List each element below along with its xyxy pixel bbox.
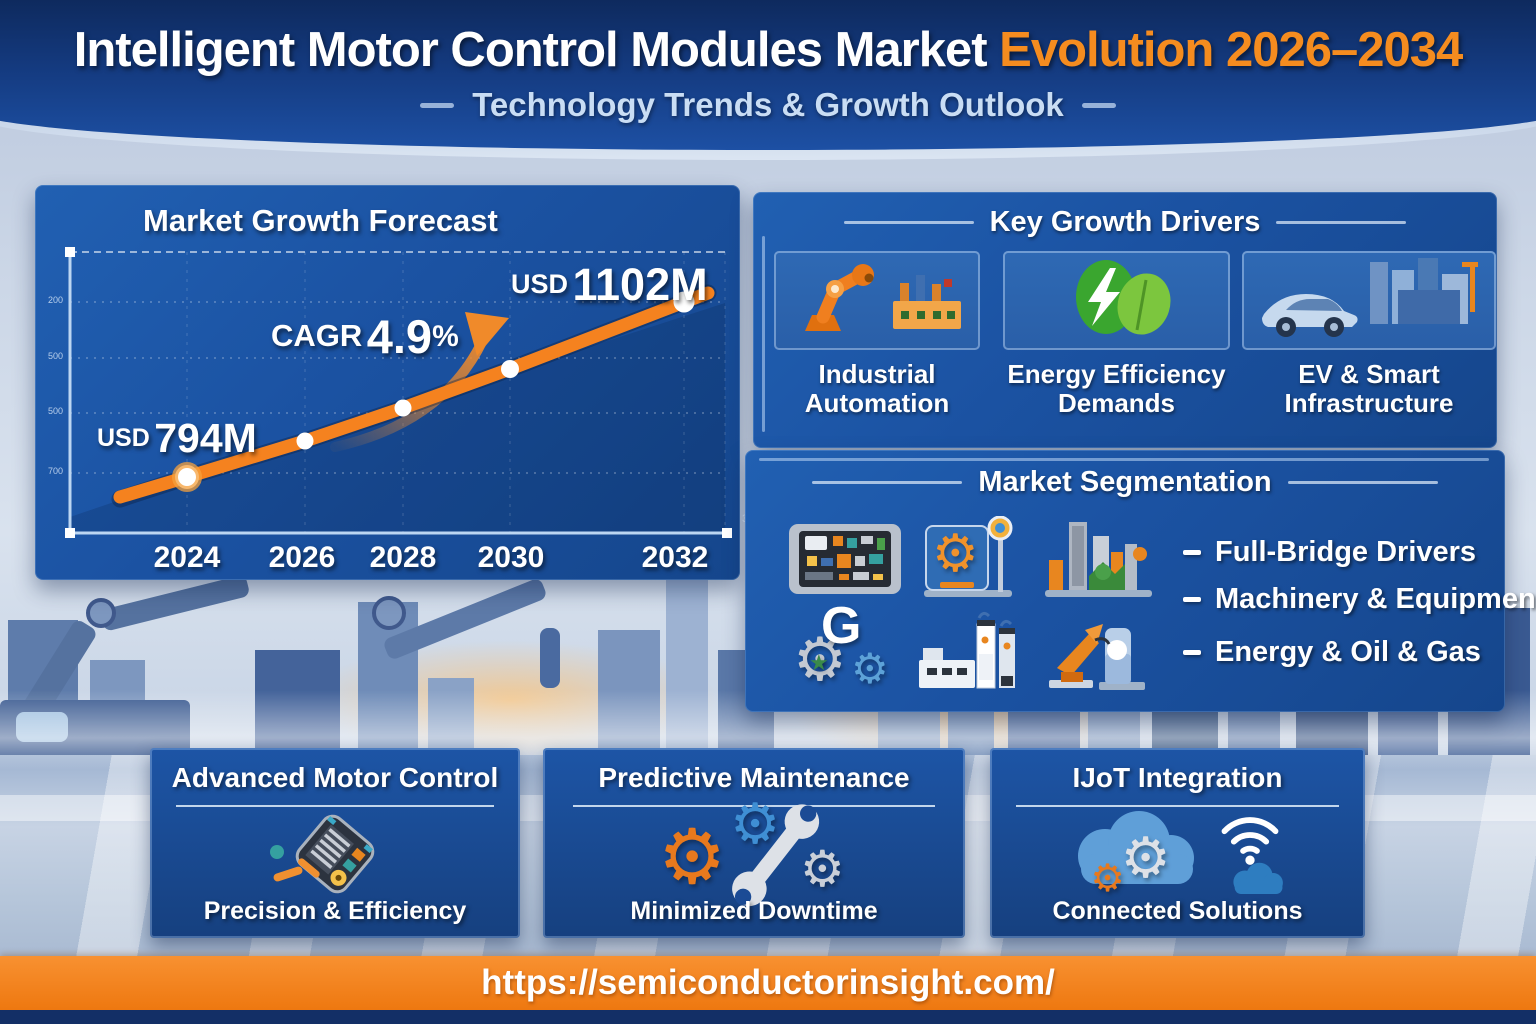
cagr-label: CAGR 4.9% <box>271 310 459 363</box>
segmentation-title: Market Segmentation <box>978 466 1272 498</box>
page-title: Intelligent Motor Control Modules Market… <box>0 22 1536 78</box>
header-banner: Intelligent Motor Control Modules Market… <box>0 0 1536 150</box>
chart-title: Market Growth Forecast <box>143 203 498 238</box>
gears-g-icon: ⚙ ⚙ G ★ <box>793 600 903 693</box>
footer-strip <box>0 1010 1536 1024</box>
segment-label: Full-Bridge Drivers <box>1215 536 1477 568</box>
market-growth-forecast-panel: Market Growth Forecast USD 794M CAGR 4.9… <box>35 185 760 580</box>
axis-handle <box>65 528 75 538</box>
segment-label: Energy & Oil & Gas <box>1215 636 1481 668</box>
data-point-2028 <box>394 399 412 417</box>
cagr-arrowhead <box>465 312 509 356</box>
key-growth-drivers-panel: Key Growth Drivers <box>753 192 1497 448</box>
circuit-module-icon <box>789 524 901 594</box>
feature-subtitle: Minimized Downtime <box>630 897 878 925</box>
segment-bullet: Energy & Oil & Gas <box>1183 636 1481 669</box>
letter-g: G <box>821 597 862 655</box>
robot-arm-factory-icon <box>805 264 961 331</box>
subtitle-dash-left <box>420 102 455 108</box>
gear-icon: ⚙ <box>793 626 847 693</box>
cloud-icon <box>1077 811 1194 884</box>
page-subtitle: Technology Trends & Growth Outlook <box>472 86 1064 123</box>
data-point-2030 <box>501 360 519 378</box>
motor-control-module-icon <box>270 814 375 894</box>
driver-label-industrial-automation: Industrial Automation <box>804 359 950 419</box>
driver-tile-industrial-automation <box>774 251 980 350</box>
gear-icon: ⚙ <box>658 815 727 900</box>
x-tick-2032: 2032 <box>641 541 709 574</box>
driver-tile-energy-efficiency <box>1003 251 1230 350</box>
x-tick-2030: 2030 <box>477 541 545 574</box>
y-tick: 200 <box>47 295 63 305</box>
small-cloud-icon <box>1232 862 1283 894</box>
wrench-icon <box>732 804 820 907</box>
data-point-2024 <box>172 462 202 492</box>
segment-bullet: Machinery & Equipment <box>1183 583 1536 616</box>
feature-card-iiot-integration: IJoT Integration ⚙ ⚙ <box>990 748 1365 938</box>
y-tick: 700 <box>47 466 63 476</box>
gear-icon: ⚙ <box>730 792 781 855</box>
page-title-main: Intelligent Motor Control Modules Market <box>73 23 988 77</box>
gears-wrench-icon: ⚙ ⚙ ⚙ <box>644 796 864 907</box>
oil-pump-icon <box>1049 624 1145 690</box>
footer-bar: https://semiconductorinsight.com/ <box>0 956 1536 1010</box>
growth-line-chart <box>65 247 732 538</box>
x-tick-2026: 2026 <box>268 541 336 574</box>
gear-icon: ⚙ <box>932 525 979 583</box>
footer-url-link[interactable]: https://semiconductorinsight.com/ <box>481 963 1055 1002</box>
gear-icon: ⚙ <box>1090 858 1125 900</box>
y-tick: 500 <box>47 406 63 416</box>
data-point-2032 <box>673 291 695 313</box>
axis-handle <box>722 528 732 538</box>
feature-subtitle: Connected Solutions <box>1052 897 1303 925</box>
drivers-title: Key Growth Drivers <box>989 206 1261 238</box>
cagr-arrow <box>330 335 488 452</box>
driver-label-ev-smart-infrastructure: EV & Smart Infrastructure <box>1284 359 1454 419</box>
axis-handle <box>65 247 75 257</box>
market-segmentation-panel: Market Segmentation ⚙ <box>745 450 1536 712</box>
y-tick: 500 <box>47 351 63 361</box>
driver-tile-ev-smart-infrastructure <box>1242 251 1496 350</box>
gear-icon: ⚙ <box>800 841 845 897</box>
gear-icon: ⚙ <box>851 645 889 692</box>
star-icon: ★ <box>809 650 829 675</box>
feature-card-advanced-motor-control: Advanced Motor Control <box>150 748 520 938</box>
feature-card-predictive-maintenance: Predictive Maintenance ⚙ ⚙ ⚙ Minimized D… <box>543 748 965 938</box>
segment-bullet: Full-Bridge Drivers <box>1183 536 1476 569</box>
wifi-icon <box>1221 817 1278 865</box>
data-point-2026 <box>296 432 314 450</box>
factory-icon <box>919 611 1015 689</box>
chart-shade <box>70 303 725 533</box>
end-value-label: USD 1102M <box>511 259 708 310</box>
start-value-label: USD 794M <box>97 415 257 461</box>
feature-title: Predictive Maintenance <box>598 762 910 793</box>
segment-label: Machinery & Equipment <box>1215 583 1536 615</box>
subtitle-dash-right <box>1081 102 1116 108</box>
x-tick-2028: 2028 <box>369 541 437 574</box>
horizontal-gridlines <box>70 301 725 474</box>
gear-icon: ⚙ <box>1120 826 1171 889</box>
city-bar-chart-icon <box>1045 522 1152 597</box>
x-tick-2024: 2024 <box>153 541 221 574</box>
ev-car-city-icon <box>1262 258 1478 337</box>
cloud-iot-wifi-icon: ⚙ ⚙ <box>1063 808 1293 904</box>
driver-label-energy-efficiency: Energy Efficiency Demands <box>1007 359 1226 419</box>
feature-subtitle: Precision & Efficiency <box>203 897 467 925</box>
feature-title: Advanced Motor Control <box>171 762 499 793</box>
feature-title: IJoT Integration <box>1072 762 1283 793</box>
page-title-highlight: Evolution 2026–2034 <box>999 23 1463 77</box>
leaf-lightning-icon <box>1076 260 1171 335</box>
